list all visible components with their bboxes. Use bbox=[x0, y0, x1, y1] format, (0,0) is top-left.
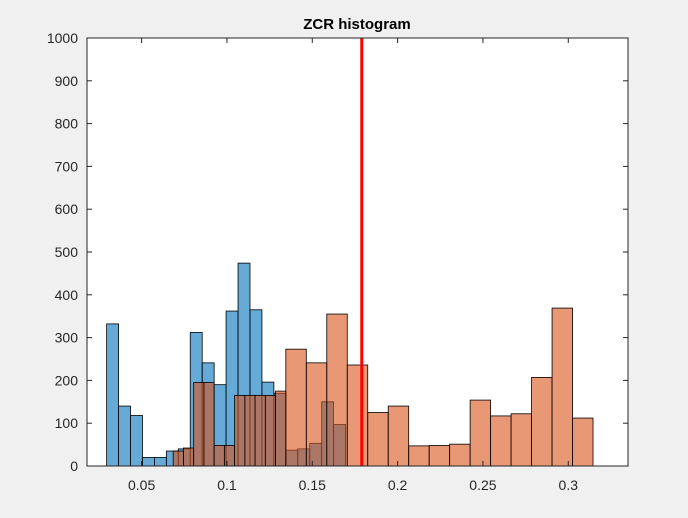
histogram-bar-s1-3 bbox=[130, 415, 143, 467]
histogram-bar-s2-10 bbox=[264, 394, 276, 467]
histogram-bar-s2-4 bbox=[203, 382, 215, 467]
histogram-bar-s1-2 bbox=[118, 405, 131, 467]
histogram-bar-s2-7 bbox=[234, 394, 246, 467]
histogram-bar-s2-15 bbox=[346, 364, 369, 467]
histogram-bar-s2-23 bbox=[510, 413, 532, 467]
histogram-bar-s2-19 bbox=[428, 445, 451, 467]
y-tick-label-3: 200 bbox=[55, 372, 79, 388]
histogram-bar-s2-9 bbox=[254, 394, 266, 467]
histogram-bar-s1-5 bbox=[154, 457, 167, 467]
histogram-bar-s2-2 bbox=[183, 447, 195, 467]
y-tick-label-8: 700 bbox=[55, 158, 79, 174]
x-tick-label-4: 0.2 bbox=[388, 477, 408, 493]
histogram-bar-s2-12 bbox=[285, 348, 307, 467]
x-tick-label-1: 0.05 bbox=[128, 477, 155, 493]
y-tick-label-1: 0 bbox=[70, 458, 78, 474]
histogram-bar-s2-24 bbox=[531, 376, 553, 467]
x-tick-label-5: 0.25 bbox=[469, 477, 496, 493]
axes-layer: 0.05 0.1 0.15 0.2 0.25 0.3 0 100 200 300 400 500 600… bbox=[47, 30, 629, 493]
histogram-bar-s2-11 bbox=[275, 390, 287, 467]
histogram-bar-s2-1 bbox=[172, 450, 184, 467]
y-tick-label-10: 900 bbox=[55, 73, 79, 89]
histogram-bar-s2-22 bbox=[490, 415, 512, 467]
y-tick-label-6: 500 bbox=[55, 244, 79, 260]
histogram-bar-s1-1 bbox=[106, 323, 119, 467]
histogram-bar-s2-26 bbox=[572, 417, 594, 467]
histogram-bar-s2-18 bbox=[408, 445, 430, 467]
y-tick-label-7: 600 bbox=[55, 201, 79, 217]
histogram-bar-s2-21 bbox=[469, 399, 492, 467]
histogram-bar-s2-5 bbox=[213, 445, 225, 467]
histogram-bar-s2-16 bbox=[367, 412, 389, 467]
x-tick-label-3: 0.15 bbox=[299, 477, 326, 493]
histogram-bar-s2-17 bbox=[387, 405, 410, 467]
y-tick-label-4: 300 bbox=[55, 330, 79, 346]
y-tick-label-5: 400 bbox=[55, 287, 79, 303]
y-tick-label-11: 1000 bbox=[47, 30, 78, 46]
chart-title: ZCR histogram bbox=[303, 16, 411, 33]
histogram-bar-s1-4 bbox=[142, 457, 155, 467]
histogram-bar-s2-14 bbox=[326, 313, 348, 467]
histogram-bar-s2-25 bbox=[551, 307, 573, 467]
y-tick-label-9: 800 bbox=[55, 116, 79, 132]
histogram-bar-s2-8 bbox=[244, 394, 256, 467]
histogram-bar-s2-13 bbox=[305, 362, 328, 467]
histogram-bar-s2-20 bbox=[449, 443, 471, 467]
y-tick-label-2: 100 bbox=[55, 415, 79, 431]
histogram-bar-s2-6 bbox=[223, 445, 236, 467]
histogram-bar-s2-3 bbox=[193, 382, 205, 467]
x-tick-label-6: 0.3 bbox=[559, 477, 579, 493]
x-tick-label-2: 0.1 bbox=[217, 477, 237, 493]
